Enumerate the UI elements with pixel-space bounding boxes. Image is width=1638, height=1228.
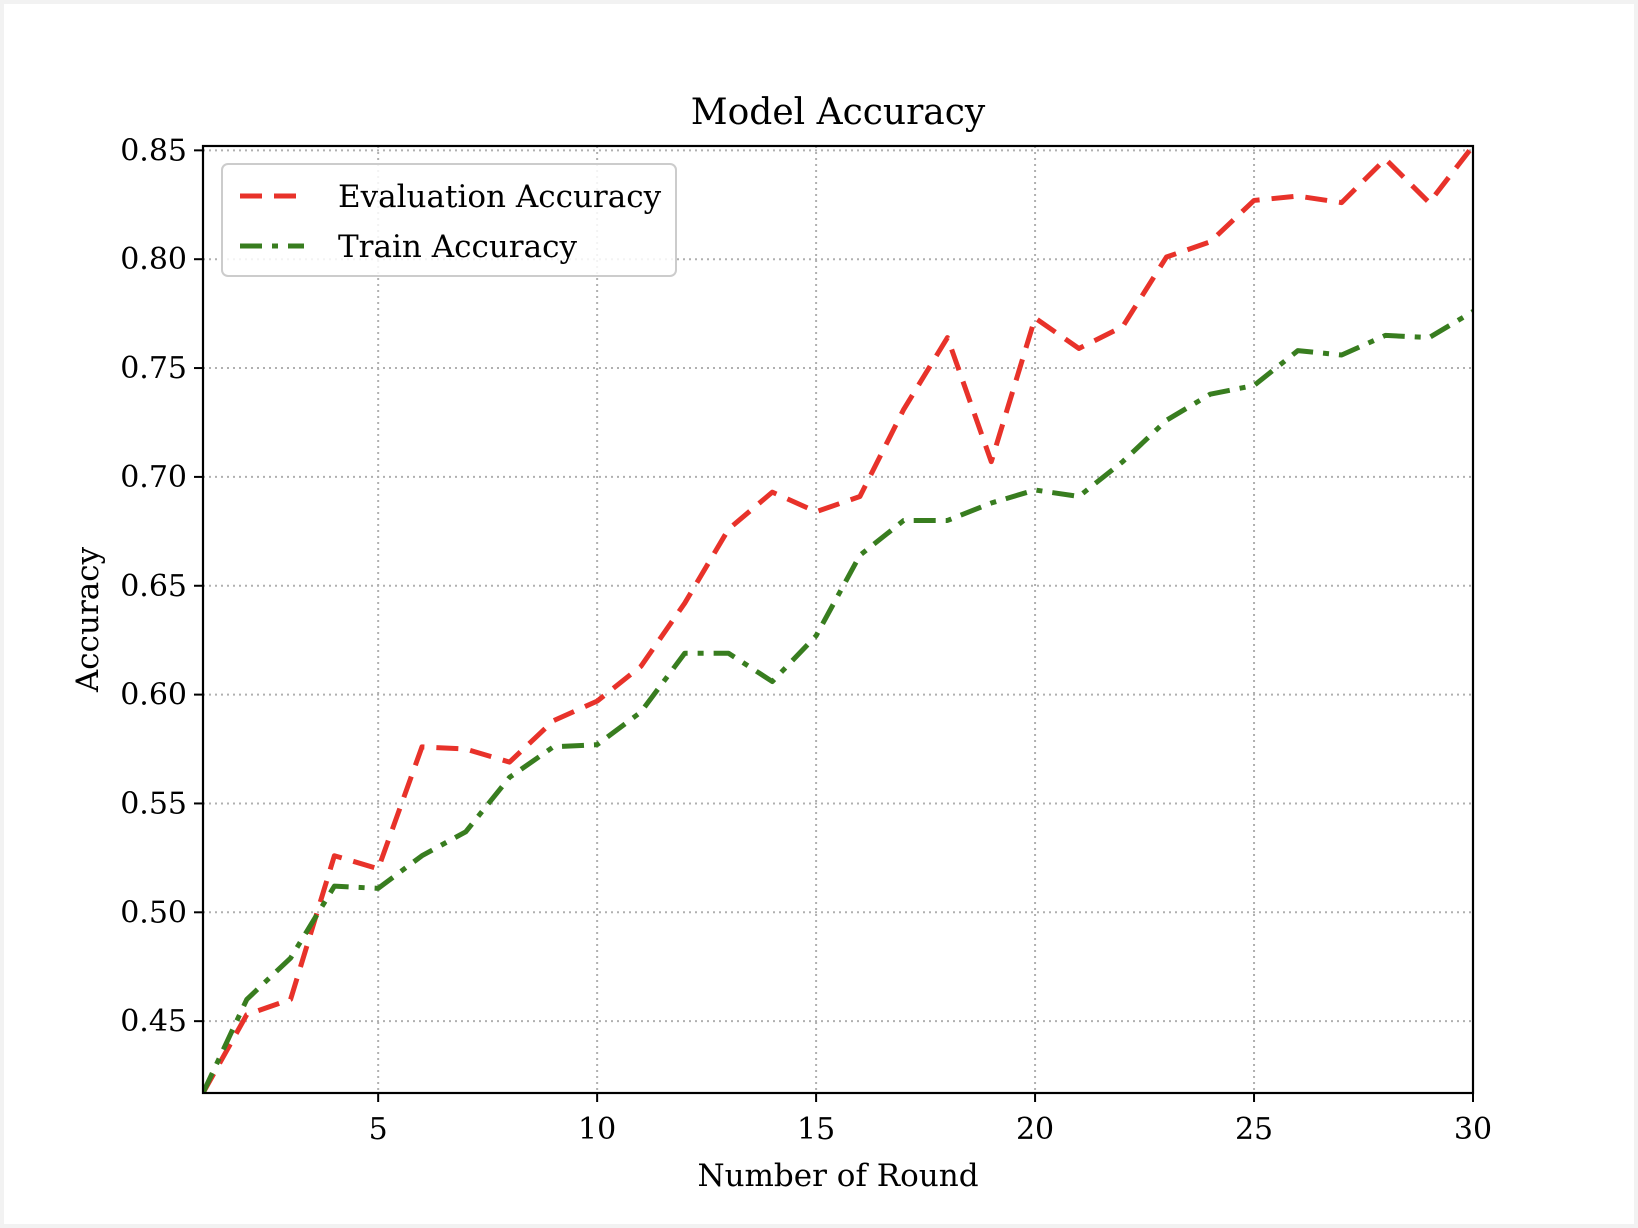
x-tick-label: 30 xyxy=(1454,1112,1492,1147)
y-tick-label: 0.45 xyxy=(120,1004,187,1039)
y-axis-ticks: 0.45 0.50 0.55 0.60 0.65 0.70 0.75 0.80 0.85 xyxy=(120,133,203,1039)
legend-label-train: Train Accuracy xyxy=(338,229,577,265)
series-line-train xyxy=(203,309,1473,1093)
x-tick-label: 5 xyxy=(369,1112,388,1147)
line-chart: Model Accuracy 5 10 15 20 25 30 0.450.500.550… xyxy=(70,92,1492,1194)
x-tick-label: 15 xyxy=(797,1112,835,1147)
y-tick-label: 0.55 xyxy=(120,786,187,821)
legend-box xyxy=(221,163,677,277)
y-axis-label: Accuracy xyxy=(70,546,106,693)
y-tick-label: 0.75 xyxy=(120,351,187,386)
x-axis-label: Number of Round xyxy=(697,1158,978,1194)
y-tick-label: 0.50 xyxy=(120,895,187,930)
y-tick-label: 0.70 xyxy=(120,460,187,495)
x-tick-label: 10 xyxy=(578,1112,616,1147)
x-tick-label: 20 xyxy=(1016,1112,1054,1147)
chart-frame: Model Accuracy 5 10 15 20 25 30 0.45 0.50 0.55 0… xyxy=(4,4,1634,1224)
series-lines xyxy=(203,146,1473,1093)
legend: Evaluation Accuracy Train Accuracy xyxy=(221,163,677,277)
x-axis-ticks: 5 10 15 20 25 30 xyxy=(369,1093,1492,1147)
y-tick-label: 0.60 xyxy=(120,678,187,713)
y-tick-label: 0.65 xyxy=(120,569,187,604)
y-tick-label: 0.85 xyxy=(120,133,187,168)
plot-area-border xyxy=(201,144,1475,1095)
chart-title: Model Accuracy xyxy=(691,92,986,133)
x-tick-label: 25 xyxy=(1235,1112,1273,1147)
grid-lines xyxy=(203,146,1474,1093)
series-line-evaluation xyxy=(203,146,1473,1093)
legend-label-evaluation: Evaluation Accuracy xyxy=(338,179,662,215)
y-tick-label: 0.80 xyxy=(120,242,187,277)
